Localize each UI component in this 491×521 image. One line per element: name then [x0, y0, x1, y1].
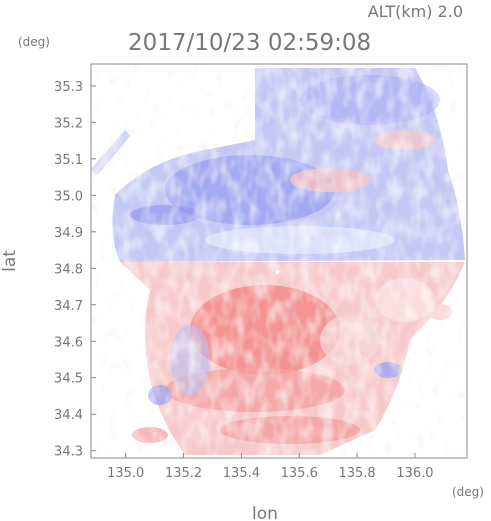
x-tick-label: 135.8	[338, 466, 375, 481]
y-tick-label: 35.2	[54, 116, 83, 131]
plot-frame	[90, 63, 468, 459]
y-tick-label: 34.6	[54, 335, 83, 350]
radar-field	[91, 64, 467, 458]
y-axis-ticks: 34.3 34.4 34.5 34.6 34.7 34.8 34.9 35.0 35.1 35.2…	[54, 80, 96, 460]
x-tick-label: 135.6	[281, 466, 318, 481]
x-tick-label: 135.2	[165, 466, 202, 481]
y-axis-unit: (deg)	[18, 35, 50, 49]
altitude-label: ALT(km) 2.0	[368, 2, 463, 21]
x-tick-label: 135.0	[107, 466, 144, 481]
y-tick-label: 34.3	[54, 445, 83, 460]
radar-site-marker	[275, 269, 280, 274]
x-tick-label: 136.0	[396, 466, 433, 481]
y-tick-label: 35.3	[54, 80, 83, 95]
x-tick-label: 135.4	[223, 466, 260, 481]
y-tick-label: 34.8	[54, 262, 83, 277]
x-axis-label: lon	[252, 504, 278, 521]
y-tick-label: 34.7	[54, 299, 83, 314]
timestamp-label: 2017/10/23 02:59:08	[128, 30, 371, 56]
y-tick-label: 35.0	[54, 189, 83, 204]
y-tick-label: 34.5	[54, 372, 83, 387]
x-axis-ticks: 135.0 135.2 135.4 135.6 135.8 136.0	[107, 453, 434, 481]
y-axis-label: lat	[0, 250, 20, 272]
y-tick-label: 34.4	[54, 408, 83, 423]
x-axis-unit: (deg)	[452, 485, 484, 499]
y-tick-label: 34.9	[54, 226, 83, 241]
y-tick-label: 35.1	[54, 153, 83, 168]
